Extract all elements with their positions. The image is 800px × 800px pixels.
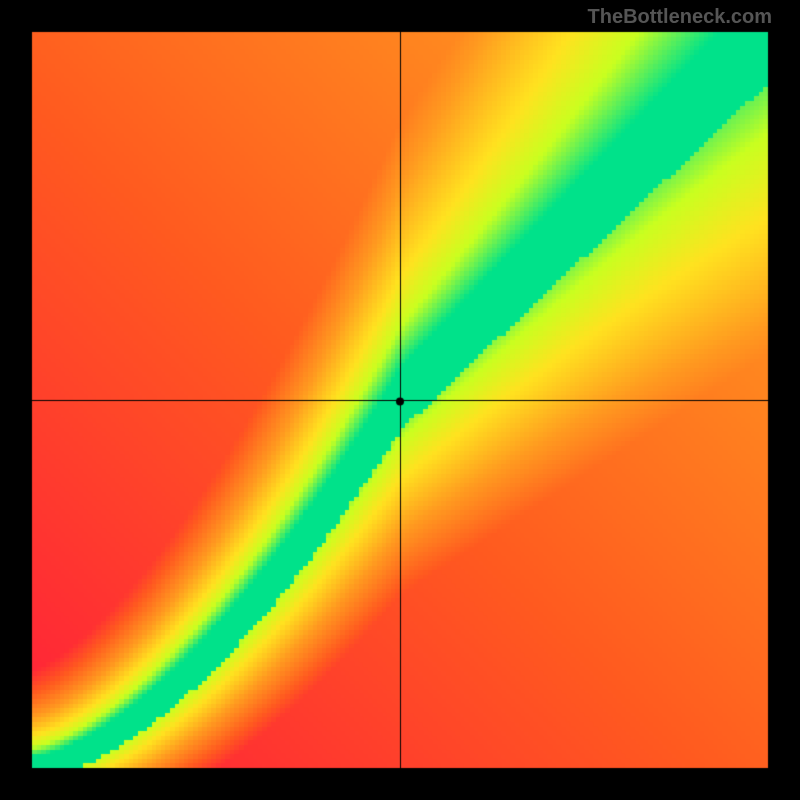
watermark-text: TheBottleneck.com xyxy=(588,6,772,29)
chart-container: TheBottleneck.com xyxy=(0,0,800,800)
bottleneck-heatmap xyxy=(0,0,800,800)
